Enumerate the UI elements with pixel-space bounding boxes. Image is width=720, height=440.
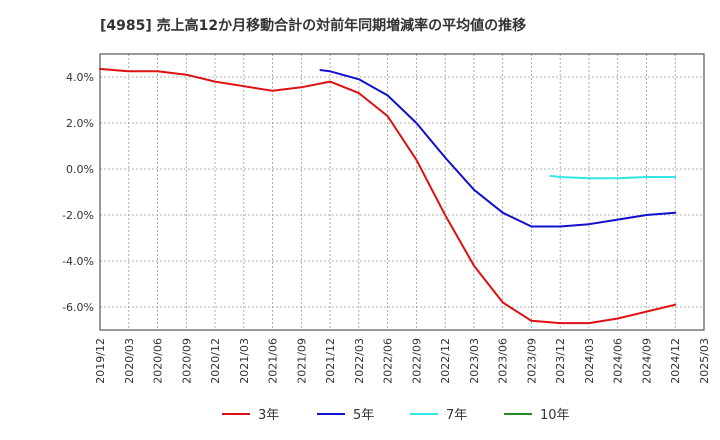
x-tick-label: 2021/03 [238, 338, 251, 384]
y-tick-label: 2.0% [66, 117, 94, 130]
series-layer [99, 67, 677, 325]
x-tick-label: 2022/06 [382, 338, 395, 384]
x-tick-label: 2023/06 [497, 338, 510, 384]
x-tick-label: 2022/12 [439, 338, 452, 384]
x-tick-label: 2024/06 [612, 338, 625, 384]
x-tick-label: 2023/12 [554, 338, 567, 384]
y-tick-label: -2.0% [62, 209, 94, 222]
legend-label-2: 7年 [446, 408, 467, 423]
x-tick-label: 2021/06 [267, 338, 280, 384]
y-tick-label: 4.0% [66, 71, 94, 84]
plot-frame [99, 53, 705, 331]
x-tick-label: 2020/12 [209, 338, 222, 384]
legend-label-3: 10年 [540, 408, 570, 423]
x-tick-label: 2020/03 [123, 338, 136, 384]
x-tick-label: 2024/09 [640, 338, 653, 384]
legend-label-1: 5年 [353, 408, 374, 423]
x-tick-label: 2022/03 [353, 338, 366, 384]
x-tick-label: 2023/09 [525, 338, 538, 384]
series-line-2 [549, 174, 677, 180]
y-tick-label: -6.0% [62, 301, 94, 314]
x-tick-label: 2025/03 [698, 338, 711, 384]
grid-layer [100, 54, 704, 330]
axis-layer: 2019/12 2020/03 2020/06 2020/09 2020/12 2021/… [62, 71, 711, 384]
series-line-0 [99, 67, 677, 325]
x-tick-label: 2020/09 [180, 338, 193, 384]
x-tick-label: 2019/12 [94, 338, 107, 384]
x-tick-label: 2021/12 [324, 338, 337, 384]
x-tick-label: 2022/09 [410, 338, 423, 384]
x-tick-label: 2023/03 [468, 338, 481, 384]
y-tick-label: -4.0% [62, 255, 94, 268]
x-tick-label: 2020/06 [152, 338, 165, 384]
x-tick-label: 2024/03 [583, 338, 596, 384]
x-tick-label: 2021/09 [295, 338, 308, 384]
y-tick-label: 0.0% [66, 163, 94, 176]
legend: 3年 5年 7年 10年 [222, 408, 570, 423]
chart-title: [4985] 売上高12か月移動合計の対前年同期増減率の平均値の推移 [100, 17, 526, 34]
x-tick-label: 2024/12 [669, 338, 682, 384]
legend-label-0: 3年 [258, 408, 279, 423]
series-line-1 [319, 69, 677, 228]
